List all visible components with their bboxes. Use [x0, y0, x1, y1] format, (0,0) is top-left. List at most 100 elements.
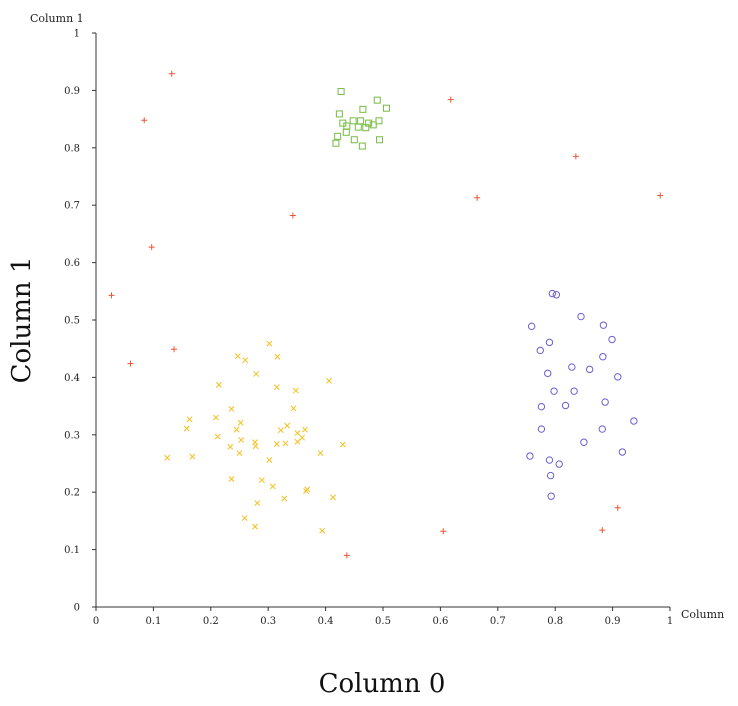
data-point-plus	[599, 527, 606, 534]
y-tick-label: 0.4	[64, 373, 80, 384]
data-point-circle	[545, 456, 554, 464]
data-point-plus	[474, 194, 481, 201]
y-tick-label: 0.1	[64, 545, 80, 556]
data-point-circle	[608, 335, 616, 344]
data-point-x	[237, 419, 244, 426]
data-point-circle	[526, 452, 534, 460]
data-point-x	[233, 426, 240, 433]
series-cluster-yellow-crosses	[164, 340, 346, 534]
data-point-plus	[168, 70, 175, 77]
data-point-x	[294, 438, 301, 445]
data-point-circle	[599, 353, 607, 361]
data-point-x	[238, 437, 245, 443]
series-cluster-green-squares	[332, 88, 390, 150]
x-tick-label: 0.6	[432, 616, 448, 627]
data-point-square	[376, 136, 384, 144]
data-points	[108, 70, 664, 559]
data-point-x	[269, 483, 276, 490]
data-point-square	[342, 128, 350, 136]
data-point-square	[358, 142, 366, 150]
y-tick-label: 0.5	[64, 316, 80, 327]
x-tick-label: 0.1	[145, 616, 161, 627]
x-tick-label: 1	[667, 616, 673, 627]
data-point-x	[339, 441, 346, 448]
data-point-circle	[568, 363, 576, 371]
data-point-circle	[552, 291, 561, 299]
data-point-x	[326, 377, 332, 384]
data-point-x	[252, 443, 259, 450]
data-point-x	[284, 422, 291, 429]
data-point-x	[330, 494, 337, 501]
data-point-x	[242, 357, 249, 364]
data-point-circle	[599, 321, 608, 329]
data-point-x	[228, 476, 235, 482]
data-point-circle	[585, 365, 594, 374]
data-point-circle	[598, 425, 606, 433]
data-point-circle	[544, 369, 552, 378]
data-point-x	[215, 381, 222, 388]
data-point-square	[369, 121, 377, 129]
data-point-x	[266, 457, 273, 464]
data-point-square	[382, 104, 390, 112]
x-axis-title: Column 0	[319, 669, 446, 699]
data-point-x	[274, 353, 281, 360]
data-point-circle	[614, 373, 622, 381]
data-point-circle	[577, 312, 585, 321]
y-tick-label: 1	[74, 29, 80, 40]
data-point-x	[253, 371, 260, 377]
data-point-square	[375, 117, 383, 125]
data-point-x	[292, 387, 299, 394]
data-point-circle	[570, 387, 578, 395]
x-tick-label: 0.7	[490, 616, 506, 627]
data-point-x	[227, 443, 234, 450]
data-point-circle	[601, 398, 609, 406]
data-point-circle	[536, 346, 544, 355]
y-tick-label: 0.8	[64, 143, 80, 154]
data-point-x	[319, 527, 326, 534]
y-tick-label: 0	[74, 603, 80, 614]
data-point-plus	[657, 192, 664, 199]
y-tick-label: 0.9	[64, 86, 80, 97]
data-point-plus	[171, 346, 178, 353]
data-point-x	[303, 488, 310, 495]
data-point-circle	[527, 322, 536, 331]
data-point-x	[258, 477, 265, 484]
data-point-x	[281, 495, 288, 502]
data-point-circle	[580, 438, 588, 446]
data-point-plus	[614, 504, 621, 511]
data-point-circle	[555, 460, 563, 468]
data-point-plus	[289, 212, 296, 219]
data-point-square	[335, 110, 343, 118]
data-point-x	[236, 450, 243, 457]
data-point-x	[266, 340, 273, 347]
data-point-square	[359, 105, 367, 113]
data-point-x	[189, 453, 196, 460]
data-point-circle	[547, 492, 555, 500]
data-point-square	[350, 136, 358, 144]
data-point-circle	[618, 448, 627, 456]
data-point-x	[277, 427, 284, 434]
y-tick-label: 0.3	[64, 430, 80, 441]
data-point-x	[252, 523, 258, 530]
y-tick-label: 0.2	[64, 488, 80, 499]
y-tick-label: 0.6	[64, 258, 80, 269]
y-tick-label: 0.7	[64, 201, 80, 212]
data-point-x	[186, 416, 193, 423]
data-point-circle	[561, 401, 570, 410]
data-point-x	[164, 454, 171, 461]
data-point-x	[290, 405, 297, 412]
data-point-plus	[440, 528, 447, 535]
data-point-plus	[108, 292, 115, 299]
data-point-circle	[537, 425, 546, 433]
x-axis-corner-label: Column	[681, 608, 724, 621]
data-point-x	[183, 425, 190, 432]
x-ticks: 0 0.1 0.2 0.3 0.4 0.5 0.6 0.7 0.8 0.9 1	[93, 607, 673, 627]
x-tick-label: 0	[93, 616, 99, 627]
data-point-x	[241, 515, 248, 521]
series-cluster-blue-circles	[526, 289, 638, 500]
data-point-plus	[141, 117, 148, 124]
data-point-square	[349, 117, 357, 125]
data-point-square	[354, 123, 362, 131]
y-axis-corner-label: Column 1	[30, 12, 84, 25]
x-tick-label: 0.2	[203, 616, 219, 627]
